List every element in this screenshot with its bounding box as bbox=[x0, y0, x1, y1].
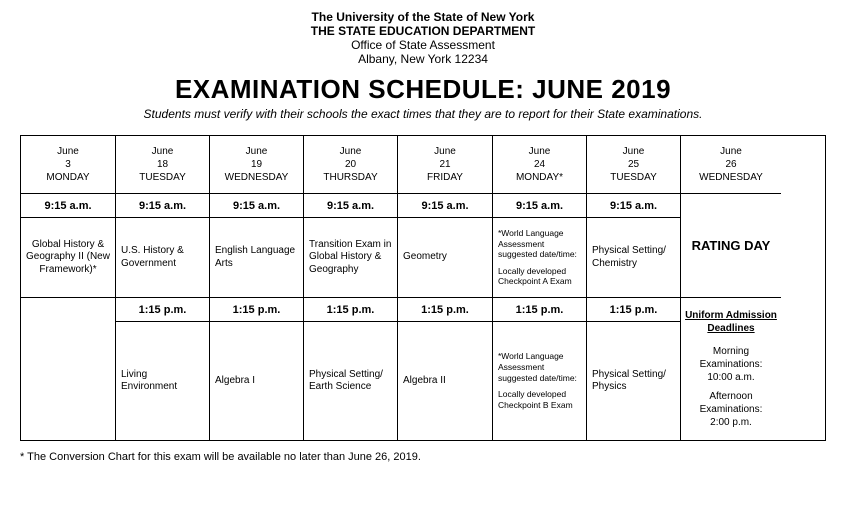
date-dow: MONDAY bbox=[26, 171, 110, 184]
col-jun-21: June 21 FRIDAY 9:15 a.m. Geometry 1:15 p… bbox=[398, 136, 492, 440]
date-header: June 18 TUESDAY bbox=[116, 136, 209, 194]
pm-exam-line1: *World Language Assessment suggested dat… bbox=[498, 351, 581, 383]
col-jun-26: June 26 WEDNESDAY RATING DAY Uniform Adm… bbox=[681, 136, 781, 440]
morning-time: 10:00 a.m. bbox=[685, 371, 777, 384]
am-exam-line1: *World Language Assessment suggested dat… bbox=[498, 228, 581, 260]
date-header: June 19 WEDNESDAY bbox=[210, 136, 303, 194]
date-month: June bbox=[309, 145, 392, 158]
schedule-group-2: June 18 TUESDAY 9:15 a.m. U.S. History &… bbox=[116, 136, 493, 440]
date-month: June bbox=[215, 145, 298, 158]
date-month: June bbox=[26, 145, 110, 158]
date-day: 25 bbox=[592, 158, 675, 171]
date-dow: MONDAY* bbox=[498, 171, 581, 184]
col-jun-25: June 25 TUESDAY 9:15 a.m. Physical Setti… bbox=[587, 136, 681, 440]
am-time: 9:15 a.m. bbox=[304, 194, 397, 218]
date-dow: WEDNESDAY bbox=[686, 171, 776, 184]
morning-label: Morning Examinations: bbox=[685, 345, 777, 371]
col-jun-3: June 3 MONDAY 9:15 a.m. Global History &… bbox=[21, 136, 115, 440]
pm-time: 1:15 p.m. bbox=[304, 298, 397, 322]
date-dow: TUESDAY bbox=[592, 171, 675, 184]
col-jun-20: June 20 THURSDAY 9:15 a.m. Transition Ex… bbox=[304, 136, 398, 440]
empty-pm bbox=[21, 298, 115, 440]
col-jun-24: June 24 MONDAY* 9:15 a.m. *World Languag… bbox=[493, 136, 587, 440]
am-time: 9:15 a.m. bbox=[587, 194, 680, 218]
date-month: June bbox=[121, 145, 204, 158]
am-exam: Global History & Geography II (New Frame… bbox=[21, 218, 115, 298]
pm-exam: *World Language Assessment suggested dat… bbox=[493, 322, 586, 440]
header-university: The University of the State of New York bbox=[20, 10, 826, 24]
col-jun-19: June 19 WEDNESDAY 9:15 a.m. English Lang… bbox=[210, 136, 304, 440]
header-address: Albany, New York 12234 bbox=[20, 52, 826, 66]
date-dow: TUESDAY bbox=[121, 171, 204, 184]
pm-exam: Algebra II bbox=[398, 322, 492, 440]
pm-exam: Living Environment bbox=[116, 322, 209, 440]
pm-exam-line2: Locally developed Checkpoint B Exam bbox=[498, 389, 581, 410]
date-header: June 25 TUESDAY bbox=[587, 136, 680, 194]
date-header: June 24 MONDAY* bbox=[493, 136, 586, 194]
header-department: THE STATE EDUCATION DEPARTMENT bbox=[20, 24, 826, 38]
date-month: June bbox=[403, 145, 487, 158]
date-dow: THURSDAY bbox=[309, 171, 392, 184]
date-header: June 3 MONDAY bbox=[21, 136, 115, 194]
pm-exam: Algebra I bbox=[210, 322, 303, 440]
document-header: The University of the State of New York … bbox=[20, 10, 826, 66]
am-time: 9:15 a.m. bbox=[116, 194, 209, 218]
date-month: June bbox=[686, 145, 776, 158]
date-day: 20 bbox=[309, 158, 392, 171]
pm-time: 1:15 p.m. bbox=[398, 298, 492, 322]
date-month: June bbox=[498, 145, 581, 158]
date-day: 24 bbox=[498, 158, 581, 171]
schedule-table: June 3 MONDAY 9:15 a.m. Global History &… bbox=[20, 135, 826, 441]
pm-time: 1:15 p.m. bbox=[116, 298, 209, 322]
am-exam: *World Language Assessment suggested dat… bbox=[493, 218, 586, 298]
date-dow: FRIDAY bbox=[403, 171, 487, 184]
header-office: Office of State Assessment bbox=[20, 38, 826, 52]
pm-exam: Physical Setting/ Earth Science bbox=[304, 322, 397, 440]
date-header: June 20 THURSDAY bbox=[304, 136, 397, 194]
afternoon-label: Afternoon Examinations: bbox=[685, 390, 777, 416]
afternoon-time: 2:00 p.m. bbox=[685, 416, 777, 429]
pm-exam: Physical Setting/ Physics bbox=[587, 322, 680, 440]
am-exam: U.S. History & Government bbox=[116, 218, 209, 298]
date-header: June 26 WEDNESDAY bbox=[681, 136, 781, 194]
am-exam: Geometry bbox=[398, 218, 492, 298]
am-time: 9:15 a.m. bbox=[493, 194, 586, 218]
am-time: 9:15 a.m. bbox=[21, 194, 115, 218]
schedule-group-3: June 24 MONDAY* 9:15 a.m. *World Languag… bbox=[493, 136, 781, 440]
date-day: 21 bbox=[403, 158, 487, 171]
admission-deadlines: Uniform Admission Deadlines Morning Exam… bbox=[681, 298, 781, 440]
pm-time: 1:15 p.m. bbox=[493, 298, 586, 322]
am-exam: English Language Arts bbox=[210, 218, 303, 298]
date-month: June bbox=[592, 145, 675, 158]
pm-time: 1:15 p.m. bbox=[587, 298, 680, 322]
instruction-text: Students must verify with their schools … bbox=[20, 107, 826, 121]
date-dow: WEDNESDAY bbox=[215, 171, 298, 184]
date-day: 19 bbox=[215, 158, 298, 171]
deadlines-title: Uniform Admission Deadlines bbox=[685, 309, 777, 335]
footnote: * The Conversion Chart for this exam wil… bbox=[20, 451, 826, 463]
am-exam-line2: Locally developed Checkpoint A Exam bbox=[498, 266, 581, 287]
date-day: 26 bbox=[686, 158, 776, 171]
schedule-group-1: June 3 MONDAY 9:15 a.m. Global History &… bbox=[21, 136, 116, 440]
am-exam: Transition Exam in Global History & Geog… bbox=[304, 218, 397, 298]
col-jun-18: June 18 TUESDAY 9:15 a.m. U.S. History &… bbox=[116, 136, 210, 440]
date-day: 18 bbox=[121, 158, 204, 171]
date-day: 3 bbox=[26, 158, 110, 171]
pm-time: 1:15 p.m. bbox=[210, 298, 303, 322]
rating-day: RATING DAY bbox=[681, 194, 781, 298]
date-header: June 21 FRIDAY bbox=[398, 136, 492, 194]
am-time: 9:15 a.m. bbox=[398, 194, 492, 218]
am-time: 9:15 a.m. bbox=[210, 194, 303, 218]
page-title: EXAMINATION SCHEDULE: JUNE 2019 bbox=[20, 74, 826, 105]
am-exam: Physical Setting/ Chemistry bbox=[587, 218, 680, 298]
